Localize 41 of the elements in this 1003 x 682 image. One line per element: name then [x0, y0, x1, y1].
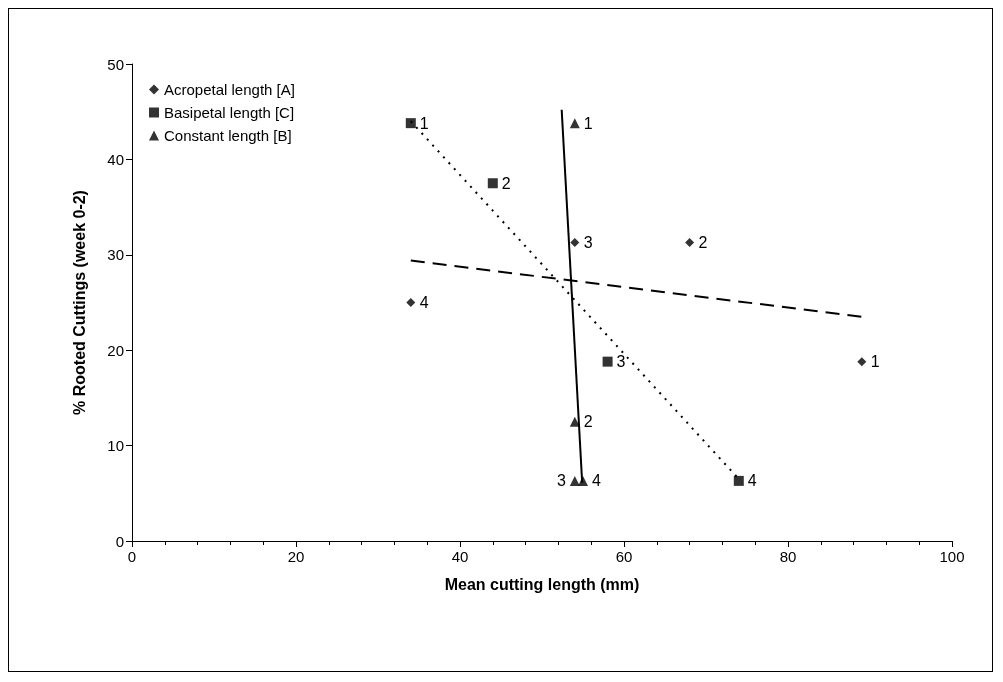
- x-tick-label: 40: [451, 548, 469, 565]
- point: [569, 416, 580, 427]
- annotation: 2: [583, 413, 593, 431]
- annotation: 2: [698, 233, 708, 251]
- point: [569, 118, 580, 129]
- y-tick-label: 50: [107, 55, 124, 73]
- annotation: 4: [419, 294, 429, 311]
- y-axis-title: % Rooted Cuttings (week 0-2): [70, 190, 88, 415]
- annotation: 3: [556, 472, 566, 490]
- legend-label: Constant length [B]: [164, 127, 292, 144]
- point: [569, 475, 580, 486]
- annotation: 1: [419, 114, 429, 132]
- point: [602, 356, 613, 367]
- point: [570, 237, 580, 247]
- x-tick-label: 100: [939, 548, 965, 565]
- x-axis-title: Mean cutting length (mm): [444, 575, 640, 593]
- point: [733, 475, 744, 486]
- annotation: 2: [501, 174, 511, 192]
- y-tick-label: 20: [107, 341, 124, 359]
- point: [578, 475, 588, 486]
- point: [685, 237, 695, 247]
- legend-label: Basipetal length [C]: [164, 104, 295, 121]
- annotation: 3: [616, 353, 626, 371]
- annotation: 1: [583, 114, 593, 132]
- y-tick-label: 0: [115, 532, 124, 550]
- y-tick-label: 10: [107, 437, 124, 455]
- x-tick-label: 80: [779, 548, 797, 565]
- annotation: 3: [583, 233, 593, 251]
- point: [857, 357, 867, 367]
- annotation: 4: [747, 472, 757, 490]
- annotation: 4: [592, 472, 601, 490]
- legend-label: Acropetal length [A]: [164, 81, 295, 98]
- x-tick-label: 60: [615, 548, 633, 565]
- point: [406, 298, 416, 307]
- point: [405, 118, 416, 129]
- y-tick-label: 30: [107, 246, 124, 264]
- point: [487, 178, 498, 189]
- annotation: 1: [870, 353, 880, 371]
- y-tick-label: 40: [107, 150, 124, 168]
- x-tick-label: 0: [127, 548, 137, 565]
- x-tick-label: 20: [287, 548, 305, 565]
